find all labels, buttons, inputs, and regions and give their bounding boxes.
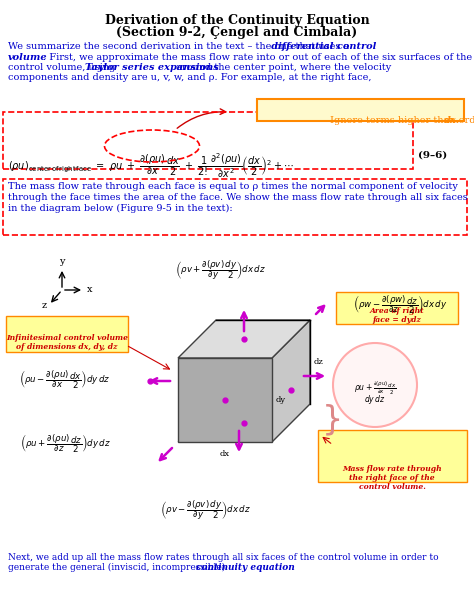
Text: control volume, using: control volume, using — [8, 63, 118, 72]
Text: $dy\,dz$: $dy\,dz$ — [364, 393, 386, 406]
Text: continuity equation: continuity equation — [196, 563, 295, 572]
Text: through the face times the area of the face. We show the mass flow rate through : through the face times the area of the f… — [8, 193, 468, 202]
Text: z: z — [42, 301, 47, 310]
Text: $\left(\rho u + \dfrac{\partial(\rho u)}{\partial z}\dfrac{dz}{2}\right)dy\,dz$: $\left(\rho u + \dfrac{\partial(\rho u)}… — [19, 432, 110, 455]
Text: Infinitesimal control volume: Infinitesimal control volume — [6, 334, 128, 342]
Text: volume: volume — [8, 53, 47, 62]
Polygon shape — [272, 320, 310, 442]
Text: dx.: dx. — [444, 116, 460, 125]
Text: dz: dz — [314, 358, 324, 366]
Text: $\left(\rho v + \dfrac{\partial(\rho v)}{\partial y}\dfrac{dy}{2}\right)dx\,dz$: $\left(\rho v + \dfrac{\partial(\rho v)}… — [174, 258, 265, 282]
Text: . First, we approximate the mass flow rate into or out of each of the six surfac: . First, we approximate the mass flow ra… — [43, 53, 472, 62]
Text: .: . — [268, 563, 271, 572]
Text: (Section 9-2, Çengel and Cimbala): (Section 9-2, Çengel and Cimbala) — [117, 26, 357, 39]
Text: $\left(\rho v - \dfrac{\partial(\rho v)}{\partial y}\dfrac{dy}{2}\right)dx\,dz$: $\left(\rho v - \dfrac{\partial(\rho v)}… — [160, 498, 250, 522]
Text: in the diagram below (Figure 9-5 in the text):: in the diagram below (Figure 9-5 in the … — [8, 204, 233, 213]
Text: dy: dy — [276, 396, 286, 404]
FancyBboxPatch shape — [6, 316, 128, 352]
Text: x: x — [87, 286, 92, 294]
Text: around the center point, where the velocity: around the center point, where the veloc… — [173, 63, 391, 72]
Text: the right face of the: the right face of the — [349, 474, 435, 482]
Text: generate the general (inviscid, incompressible): generate the general (inviscid, incompre… — [8, 563, 228, 572]
FancyBboxPatch shape — [318, 430, 467, 482]
Text: differential control: differential control — [8, 42, 376, 51]
Polygon shape — [178, 358, 272, 442]
Text: face = dydz: face = dydz — [373, 316, 421, 324]
Text: of dimensions dx, dy, dz: of dimensions dx, dy, dz — [16, 343, 118, 351]
Text: Mass flow rate through: Mass flow rate through — [342, 465, 442, 473]
Text: }: } — [322, 403, 343, 436]
Text: Area of right: Area of right — [370, 307, 424, 315]
Text: components and density are u, v, w, and ρ. For example, at the right face,: components and density are u, v, w, and … — [8, 73, 372, 82]
Text: The mass flow rate through each face is equal to ρ times the normal component of: The mass flow rate through each face is … — [8, 182, 458, 191]
Text: We summarize the second derivation in the text – the one that uses a: We summarize the second derivation in th… — [8, 42, 352, 51]
Text: Ignore terms higher than order: Ignore terms higher than order — [330, 116, 474, 125]
Text: y: y — [59, 257, 65, 266]
Polygon shape — [178, 320, 310, 358]
Text: $\left(\rho w - \dfrac{\partial(\rho w)}{\partial z}\dfrac{dz}{2}\right)dx\,dy$: $\left(\rho w - \dfrac{\partial(\rho w)}… — [353, 293, 447, 316]
Text: Derivation of the Continuity Equation: Derivation of the Continuity Equation — [105, 14, 369, 27]
Circle shape — [333, 343, 417, 427]
Text: $\left(\rho u - \dfrac{\partial(\rho u)}{\partial x}\dfrac{dx}{2}\right)dy\,dz$: $\left(\rho u - \dfrac{\partial(\rho u)}… — [19, 368, 110, 390]
Text: (9–6): (9–6) — [418, 151, 447, 160]
Text: Taylor series expansions: Taylor series expansions — [85, 63, 219, 72]
FancyBboxPatch shape — [257, 99, 464, 121]
Text: dx: dx — [220, 450, 230, 458]
Text: $(\rho u)_{\mathrm{center\,of\,right\,face}}\ =\ \rho u\ +\ \dfrac{\partial(\rho: $(\rho u)_{\mathrm{center\,of\,right\,fa… — [8, 151, 294, 180]
Text: $\rho u + \frac{\partial(\rho u)}{\partial x}\frac{dx}{2}$: $\rho u + \frac{\partial(\rho u)}{\parti… — [354, 379, 396, 397]
Text: control volume.: control volume. — [358, 483, 426, 491]
Text: Next, we add up all the mass flow rates through all six faces of the control vol: Next, we add up all the mass flow rates … — [8, 553, 438, 562]
FancyBboxPatch shape — [336, 292, 458, 324]
